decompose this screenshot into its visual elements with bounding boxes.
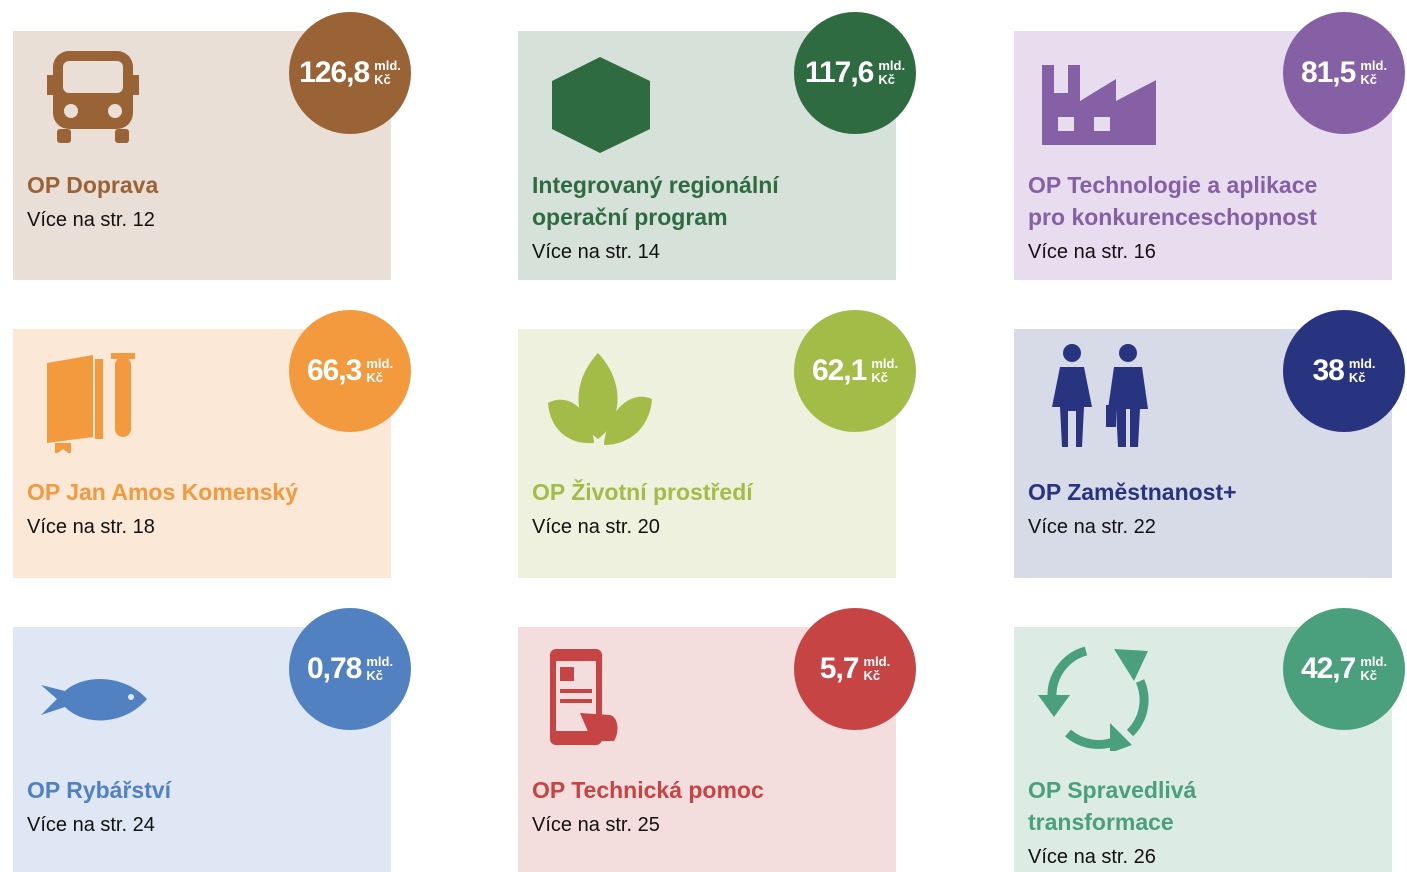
unit-bottom: Kč [1348,370,1366,385]
unit-bottom: Kč [1360,668,1377,683]
program-title: OP Technická pomoc [532,777,764,803]
page-reference: Více na str. 20 [532,516,660,538]
unit-bottom: Kč [878,72,895,87]
amount: 66,3 [306,354,362,387]
amount-badge: 117,6 mld. Kč [794,12,916,134]
unit-top: mld. [366,654,394,669]
program-title: operační program [532,204,728,230]
program-text: OP Technická pomoc Více na str. 25 [532,774,882,837]
program-title: transformace [1028,809,1174,835]
amount: 81,5 [1300,56,1356,89]
unit-top: mld. [374,58,401,73]
program-icon [1036,343,1156,453]
amount: 117,6 [804,56,874,89]
program-card: Integrovaný regionální operační program Ví… [518,31,896,280]
page-reference: Více na str. 24 [27,814,155,836]
page-reference: Více na str. 25 [532,814,660,836]
amount-badge: 5,7 mld. Kč [794,608,916,730]
unit-bottom: Kč [871,370,888,385]
program-text: OP Spravedlivá transformace Více na str. 2… [1028,774,1378,869]
unit-top: mld. [871,356,899,371]
page-reference: Více na str. 18 [27,516,155,538]
program-title: pro konkurenceschopnost [1028,204,1317,230]
unit-bottom: Kč [863,668,881,683]
unit-top: mld. [366,356,394,371]
program-icon [540,343,660,453]
program-text: OP Doprava Více na str. 12 [27,169,377,232]
program-title: Integrovaný regionální [532,172,779,198]
program-icon [35,641,155,751]
page-reference: Více na str. 14 [532,241,660,263]
program-text: OP Rybářství Více na str. 24 [27,774,377,837]
program-text: OP Zaměstnanost+ Více na str. 22 [1028,476,1378,539]
program-text: OP Technologie a aplikace pro konkurences… [1028,169,1378,264]
unit-bottom: Kč [374,72,391,87]
amount-unit: mld. Kč [1360,655,1387,683]
amount: 0,78 [306,652,362,685]
amount-badge: 62,1 mld. Kč [794,310,916,432]
program-title: OP Spravedlivá [1028,777,1197,803]
amount-badge: 126,8 mld. Kč [289,12,411,134]
program-title: OP Jan Amos Komenský [27,479,298,505]
program-icon [1036,45,1162,155]
unit-bottom: Kč [366,668,383,683]
unit-bottom: Kč [366,370,383,385]
program-title: OP Životní prostředí [532,479,753,505]
amount: 42,7 [1300,652,1356,685]
page-reference: Více na str. 22 [1028,516,1156,538]
program-icon [35,343,155,455]
amount-unit: mld. Kč [366,357,393,385]
program-card: OP Technická pomoc Více na str. 25 [518,627,896,872]
amount-unit: mld. Kč [1349,357,1376,385]
program-text: OP Jan Amos Komenský Více na str. 18 [27,476,377,539]
program-title: OP Rybářství [27,777,172,803]
unit-bottom: Kč [1360,72,1377,87]
amount-badge: 0,78 mld. Kč [289,608,411,730]
page-reference: Více na str. 16 [1028,241,1156,263]
unit-top: mld. [878,58,906,73]
amount-unit: mld. Kč [871,357,898,385]
amount-badge: 42,7 mld. Kč [1283,608,1405,730]
unit-top: mld. [1348,356,1376,371]
program-text: OP Životní prostředí Více na str. 20 [532,476,882,539]
program-title: OP Zaměstnanost+ [1028,479,1237,505]
amount-unit: mld. Kč [374,59,401,87]
amount-unit: mld. Kč [366,655,393,683]
page-reference: Více na str. 12 [27,209,155,231]
program-text: Integrovaný regionální operační program Ví… [532,169,882,264]
amount-unit: mld. Kč [878,59,905,87]
page-reference: Více na str. 26 [1028,846,1156,868]
program-icon [540,45,660,155]
program-title: OP Technologie a aplikace [1028,172,1318,198]
unit-top: mld. [1360,654,1388,669]
amount: 38 [1312,354,1344,387]
amount-badge: 66,3 mld. Kč [289,310,411,432]
program-icon [540,641,660,751]
program-icon [35,45,155,155]
amount-badge: 38 mld. Kč [1283,310,1405,432]
amount-badge: 81,5 mld. Kč [1283,12,1405,134]
program-icon [1036,641,1156,753]
amount-unit: mld. Kč [863,655,890,683]
amount-unit: mld. Kč [1360,59,1387,87]
amount: 126,8 [299,56,370,89]
amount: 5,7 [819,652,860,685]
unit-top: mld. [863,654,891,669]
program-title: OP Doprava [27,172,159,198]
unit-top: mld. [1360,58,1388,73]
amount: 62,1 [811,354,867,387]
